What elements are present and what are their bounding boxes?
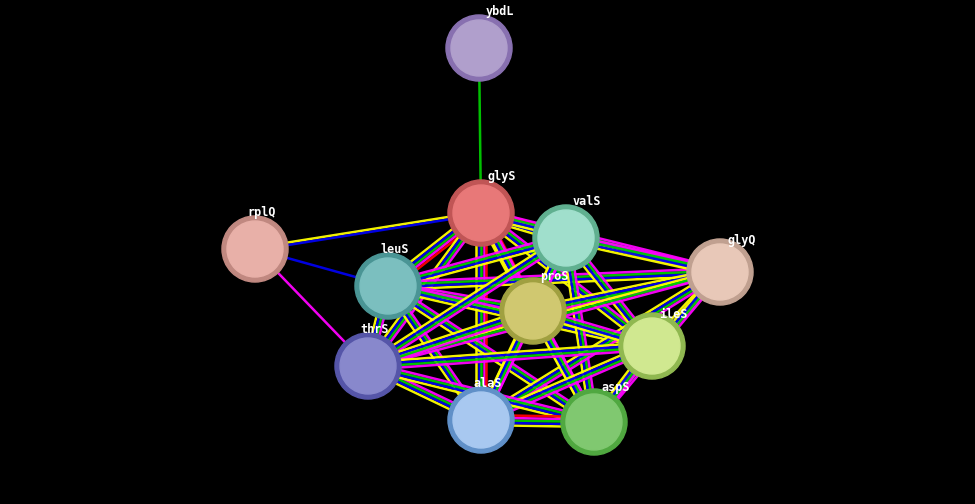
- Text: thrS: thrS: [360, 323, 388, 336]
- Text: valS: valS: [573, 195, 602, 208]
- Text: glyS: glyS: [488, 170, 517, 183]
- Circle shape: [687, 239, 753, 305]
- Text: ybdL: ybdL: [486, 5, 515, 18]
- Circle shape: [624, 318, 680, 374]
- Circle shape: [500, 278, 566, 344]
- Circle shape: [566, 394, 622, 450]
- Circle shape: [446, 15, 512, 81]
- Circle shape: [453, 185, 509, 241]
- Text: rplQ: rplQ: [247, 206, 276, 219]
- Circle shape: [533, 205, 599, 271]
- Circle shape: [561, 389, 627, 455]
- Text: leuS: leuS: [380, 243, 409, 256]
- Circle shape: [505, 283, 561, 339]
- Text: proS: proS: [540, 270, 568, 283]
- Circle shape: [340, 338, 396, 394]
- Text: ileS: ileS: [659, 308, 687, 321]
- Circle shape: [227, 221, 283, 277]
- Circle shape: [448, 180, 514, 246]
- Circle shape: [538, 210, 594, 266]
- Circle shape: [692, 244, 748, 300]
- Text: alaS: alaS: [473, 377, 501, 390]
- Circle shape: [451, 20, 507, 76]
- Circle shape: [355, 253, 421, 319]
- Circle shape: [335, 333, 401, 399]
- Circle shape: [453, 392, 509, 448]
- Text: aspS: aspS: [601, 381, 630, 394]
- Circle shape: [619, 313, 685, 379]
- Circle shape: [222, 216, 288, 282]
- Circle shape: [448, 387, 514, 453]
- Text: glyQ: glyQ: [727, 234, 756, 247]
- Circle shape: [360, 258, 416, 314]
